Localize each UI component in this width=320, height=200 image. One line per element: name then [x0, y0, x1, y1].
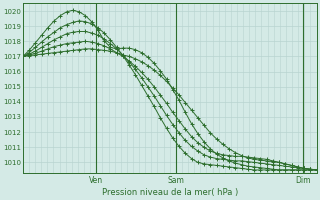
- X-axis label: Pression niveau de la mer( hPa ): Pression niveau de la mer( hPa ): [101, 188, 238, 197]
